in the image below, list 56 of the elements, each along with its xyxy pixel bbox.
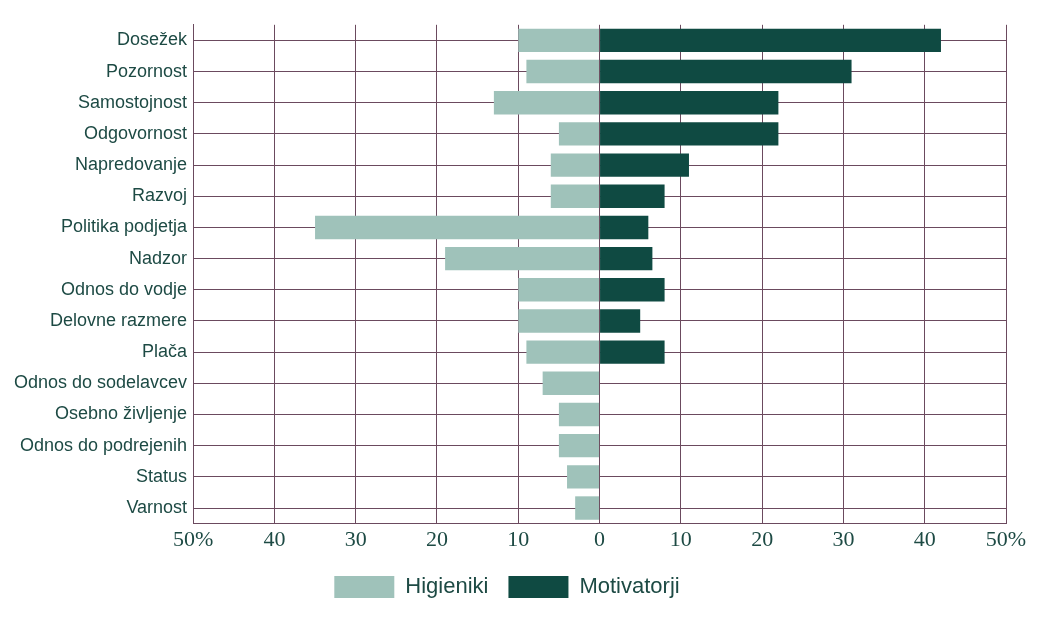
y-tick-label: Nadzor	[129, 247, 188, 268]
y-tick-label: Pozornost	[106, 60, 188, 81]
x-tick-label: 20	[751, 525, 774, 551]
x-tick-label: 50%	[985, 525, 1027, 551]
bar	[600, 278, 665, 302]
y-tick-label: Samostojnost	[78, 91, 188, 112]
y-tick-label: Dosežek	[117, 29, 189, 50]
x-tick-label: 0	[594, 525, 606, 551]
bar	[558, 402, 600, 427]
bar	[600, 28, 941, 53]
x-tick-label: 30	[344, 525, 367, 551]
x-tick-label: 10	[507, 525, 530, 551]
x-tick-label: 20	[425, 525, 448, 551]
legend-label: Motivatorji	[579, 573, 680, 599]
bar	[558, 122, 600, 146]
bar	[518, 309, 600, 333]
legend-label: Higieniki	[405, 573, 489, 599]
bar	[600, 59, 852, 84]
y-tick-label: Odnos do podrejenih	[19, 434, 188, 455]
bar	[445, 246, 600, 271]
y-tick-label: Odnos do sodelavcev	[14, 372, 188, 393]
bar	[600, 246, 653, 271]
bar	[550, 153, 600, 177]
x-tick-label: 10	[669, 525, 692, 551]
bar	[518, 278, 600, 302]
bar	[558, 433, 600, 458]
bar	[526, 340, 600, 364]
bar	[315, 215, 600, 240]
y-tick-label: Plača	[142, 341, 189, 362]
x-tick-label: 30	[832, 525, 855, 551]
bar	[600, 215, 649, 240]
bar	[550, 184, 600, 208]
bar	[600, 91, 779, 115]
x-tick-label: 40	[263, 525, 286, 551]
bar	[526, 59, 600, 84]
y-tick-label: Osebno življenje	[55, 403, 188, 424]
bar	[493, 91, 600, 115]
bar	[600, 340, 665, 364]
x-tick-label: 40	[913, 525, 936, 551]
y-tick-label: Odnos do vodje	[61, 278, 188, 299]
bar	[600, 184, 665, 208]
y-tick-label: Varnost	[126, 496, 188, 517]
bar	[567, 465, 600, 489]
bar	[518, 28, 600, 53]
bar	[600, 153, 689, 177]
x-tick-label: 50%	[172, 525, 214, 551]
bar	[600, 122, 779, 146]
bar	[542, 371, 600, 395]
bar	[575, 496, 600, 520]
y-tick-label: Politika podjetja	[61, 216, 189, 237]
y-tick-label: Napredovanje	[75, 154, 188, 175]
y-tick-label: Status	[136, 465, 188, 486]
y-tick-label: Delovne razmere	[50, 309, 188, 330]
y-tick-label: Odgovornost	[84, 122, 188, 143]
bar	[600, 309, 641, 333]
y-tick-label: Razvoj	[132, 185, 188, 206]
